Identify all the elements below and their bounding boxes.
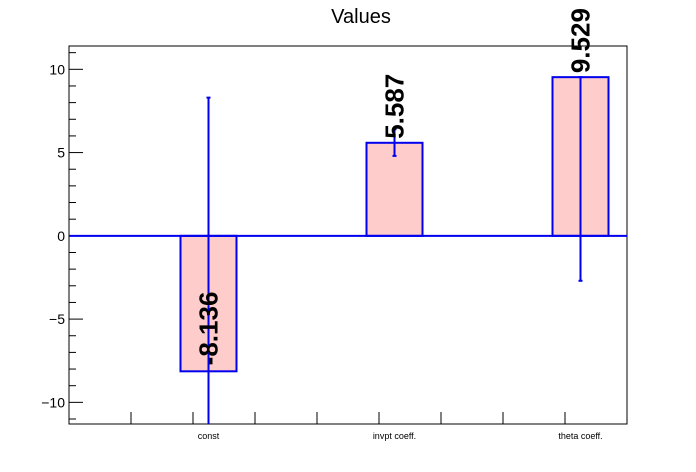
data-label: 9.529 — [566, 8, 596, 73]
value-labels-group: -8.136 5.587 9.529 — [194, 8, 596, 365]
x-axis: const invpt coeff. theta coeff. — [130, 412, 603, 441]
y-tick-label: 10 — [49, 61, 65, 77]
error-bars-group — [206, 76, 583, 424]
y-tick-label: −10 — [41, 394, 65, 410]
data-label: -8.136 — [194, 292, 224, 366]
y-axis: −10 −5 0 5 10 — [41, 52, 83, 420]
x-category-label: const — [198, 431, 220, 441]
data-label: 5.587 — [380, 74, 410, 139]
chart-title: Values — [331, 6, 391, 28]
x-category-label: invpt coeff. — [373, 431, 416, 441]
y-tick-label: −5 — [49, 311, 65, 327]
y-tick-label: 5 — [57, 145, 65, 161]
y-tick-label: 0 — [57, 228, 65, 244]
x-category-label: theta coeff. — [558, 431, 602, 441]
